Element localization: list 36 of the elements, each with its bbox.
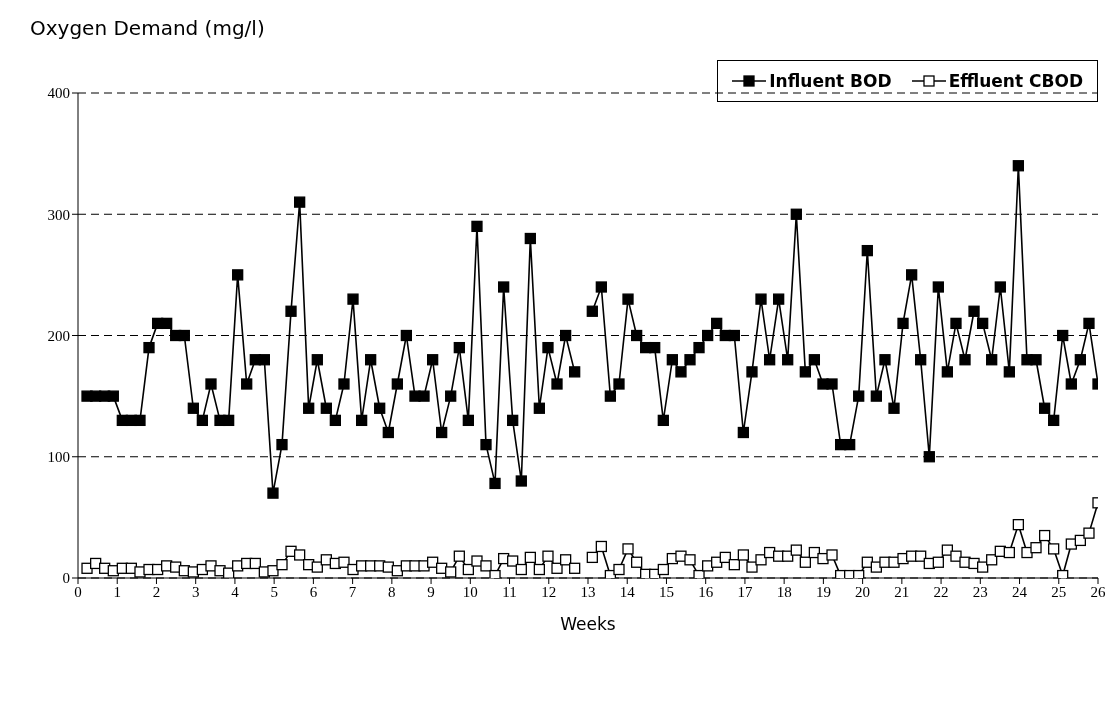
x-tick-label: 9: [427, 583, 435, 600]
y-tick-label: 0: [62, 570, 70, 587]
y-tick-label: 100: [47, 449, 70, 466]
x-tick-label: 11: [502, 583, 517, 600]
x-tick-label: 20: [855, 583, 871, 600]
x-tick-label: 0: [74, 583, 82, 600]
x-tick-label: 21: [894, 583, 910, 600]
x-tick-label: 1: [113, 583, 121, 600]
y-tick-label: 400: [47, 85, 70, 102]
y-tick-label: 300: [47, 206, 70, 223]
legend-label: Effluent CBOD: [948, 71, 1083, 91]
x-tick-label: 22: [933, 583, 949, 600]
x-tick-label: 23: [972, 583, 988, 600]
x-tick-label: 26: [1090, 583, 1106, 600]
x-tick-label: 6: [309, 583, 318, 600]
x-tick-label: 7: [348, 583, 357, 600]
x-tick-label: 13: [580, 583, 596, 600]
x-tick-label: 2: [152, 583, 161, 600]
x-tick-label: 18: [776, 583, 792, 600]
x-tick-label: 24: [1012, 583, 1028, 600]
x-tick-label: 5: [270, 583, 278, 600]
x-tick-label: 25: [1051, 583, 1067, 600]
x-axis-title: Weeks: [560, 614, 616, 634]
x-tick-label: 12: [541, 583, 557, 600]
x-tick-label: 3: [191, 583, 200, 600]
x-tick-label: 8: [388, 583, 396, 600]
x-tick-label: 15: [658, 583, 674, 600]
y-tick-label: 200: [47, 327, 70, 344]
x-tick-label: 14: [619, 583, 636, 600]
x-tick-label: 16: [698, 583, 714, 600]
x-tick-label: 10: [462, 583, 478, 600]
x-tick-label: 19: [815, 583, 831, 600]
x-tick-label: 17: [737, 583, 753, 600]
legend-label: Influent BOD: [769, 71, 892, 91]
x-tick-label: 4: [231, 583, 240, 600]
chart-title: Oxygen Demand (mg/l): [30, 16, 265, 40]
